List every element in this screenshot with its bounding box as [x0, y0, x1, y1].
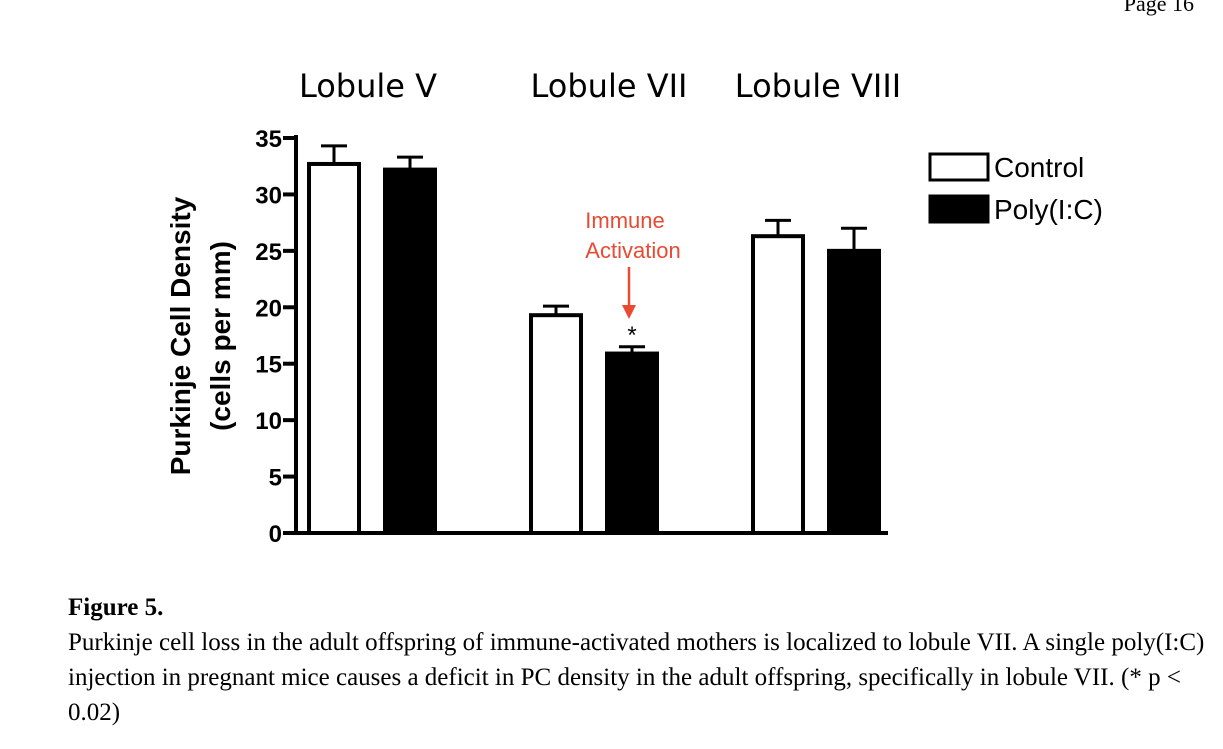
y-axis-label-line1: Purkinje Cell Density: [165, 196, 196, 475]
page-number: Page 16: [1123, 0, 1194, 16]
y-tick-label: 10: [255, 408, 282, 435]
bar-chart: Lobule V Lobule VII Lobule VIII Purkinje…: [165, 67, 1103, 548]
y-tick-label: 30: [255, 182, 282, 209]
y-axis-label-line2: (cells per mm): [205, 241, 236, 431]
bar-polyic-group-2: [827, 248, 881, 535]
figure-caption: Figure 5. Purkinje cell loss in the adul…: [68, 590, 1208, 730]
legend-swatch-control: [928, 152, 990, 182]
y-tick-label: 20: [255, 295, 282, 322]
group-label-lobule-viii: Lobule VIII: [735, 67, 901, 105]
bar-control-group-0: [307, 161, 361, 535]
legend-label-control: Control: [994, 152, 1084, 183]
legend-label-polyic: Poly(I:C): [994, 194, 1103, 225]
y-tick-label: 15: [255, 352, 282, 379]
significance-marker: *: [627, 322, 636, 349]
y-tick-label: 5: [269, 465, 282, 492]
annotation-line2: Activation: [585, 238, 680, 263]
group-label-lobule-v: Lobule V: [299, 67, 437, 105]
caption-body: Purkinje cell loss in the adult offsprin…: [68, 629, 1205, 726]
bar-control-group-2: [751, 234, 805, 536]
group-label-lobule-vii: Lobule VII: [531, 67, 688, 105]
bar-polyic-group-1: [605, 351, 659, 535]
legend-swatch-polyic: [928, 194, 990, 224]
bar-polyic-group-0: [383, 167, 437, 535]
annotation-line1: Immune: [585, 208, 664, 233]
bar-control-group-1: [529, 313, 583, 535]
y-tick-label: 25: [255, 239, 282, 266]
caption-title: Figure 5.: [68, 594, 164, 621]
annotation-arrow-head: [622, 305, 636, 319]
y-tick-label: 0: [269, 521, 282, 548]
y-tick-label: 35: [255, 126, 282, 153]
